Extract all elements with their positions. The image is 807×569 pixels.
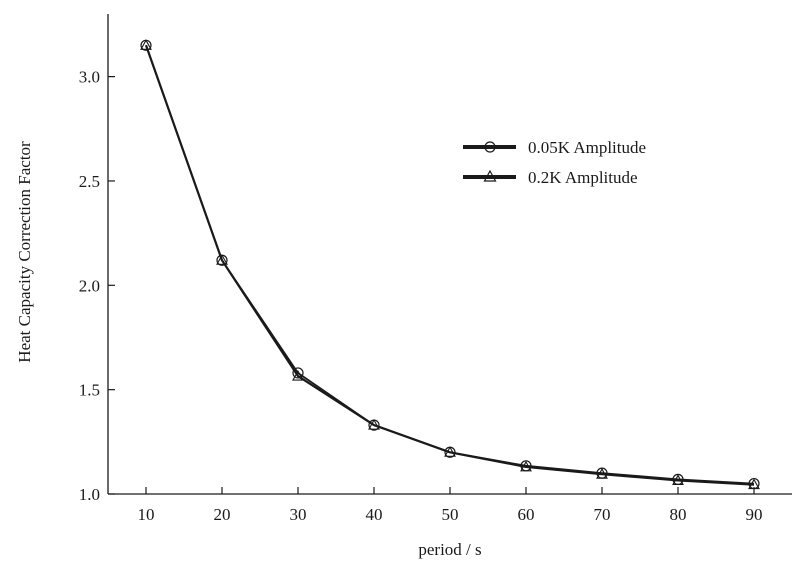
series-1-point-3 bbox=[368, 418, 380, 430]
series-1-point-2 bbox=[292, 369, 304, 381]
x-tick-label-1: 20 bbox=[214, 505, 231, 524]
series-line-0 bbox=[145, 45, 755, 485]
x-tick-label-5: 60 bbox=[518, 505, 535, 524]
x-tick-label-0: 10 bbox=[138, 505, 155, 524]
series-1-point-7 bbox=[672, 474, 684, 485]
x-tick-label-4: 50 bbox=[442, 505, 459, 524]
y-ticks: 1.0 1.5 2.0 2.5 3.0 bbox=[79, 68, 115, 504]
x-tick-label-6: 70 bbox=[594, 505, 611, 524]
series-1-point-5 bbox=[520, 460, 532, 472]
y-tick-label-0: 1.0 bbox=[79, 485, 100, 504]
legend: 0.05K Amplitude 0.2K Amplitude bbox=[463, 138, 646, 187]
y-tick-label-1: 1.5 bbox=[79, 381, 100, 400]
axes bbox=[107, 14, 792, 495]
legend-marker-0-circle-icon bbox=[484, 141, 496, 153]
y-tick-label-2: 2.0 bbox=[79, 276, 100, 295]
series-1-point-6 bbox=[596, 468, 608, 479]
series-1-point-0 bbox=[140, 39, 152, 50]
series-1-point-8 bbox=[748, 478, 760, 490]
legend-marker-1-triangle-icon bbox=[483, 169, 497, 182]
y-tick-label-3: 2.5 bbox=[79, 172, 100, 191]
legend-label-1: 0.2K Amplitude bbox=[528, 168, 638, 187]
x-axis-title: period / s bbox=[418, 540, 481, 559]
series-0-point-2 bbox=[292, 367, 304, 379]
y-tick-label-4: 3.0 bbox=[79, 68, 100, 87]
y-axis-title: Heat Capacity Correction Factor bbox=[15, 141, 34, 363]
x-tick-label-7: 80 bbox=[670, 505, 687, 524]
x-tick-label-8: 90 bbox=[746, 505, 763, 524]
series-layer bbox=[140, 39, 760, 490]
x-tick-label-2: 30 bbox=[290, 505, 307, 524]
x-ticks: 10 20 30 40 50 60 70 80 90 bbox=[138, 487, 763, 524]
series-1-point-1 bbox=[216, 254, 228, 265]
legend-label-0: 0.05K Amplitude bbox=[528, 138, 646, 157]
series-1-point-4 bbox=[444, 446, 456, 457]
series-line-1 bbox=[144, 44, 755, 486]
x-tick-label-3: 40 bbox=[366, 505, 383, 524]
